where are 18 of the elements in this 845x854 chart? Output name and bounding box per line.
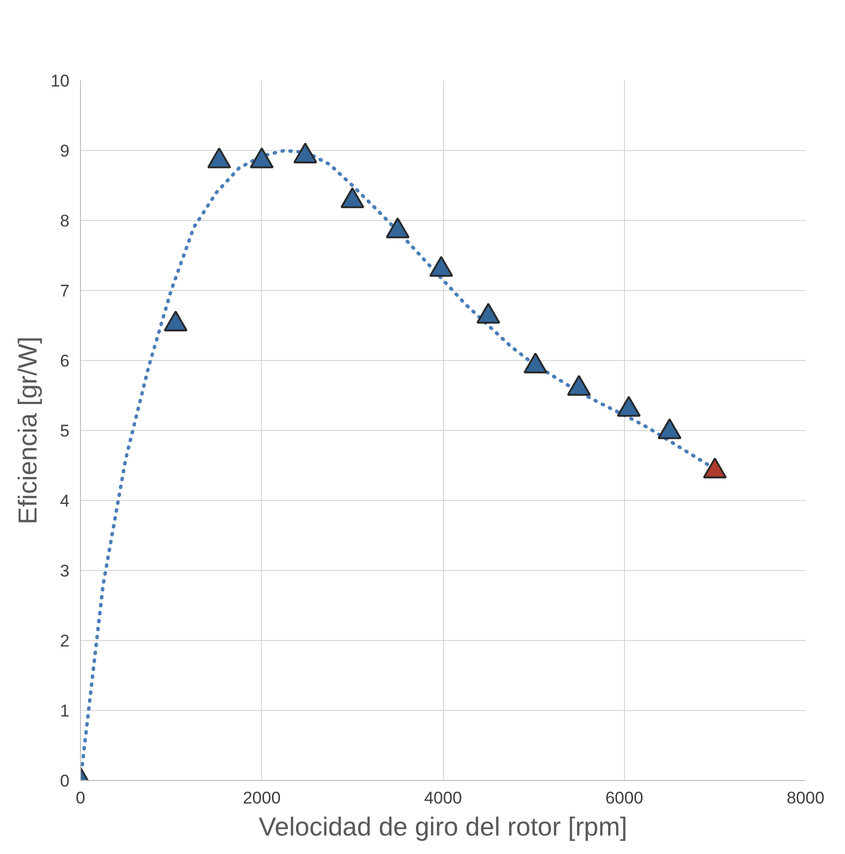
x-tick-label: 8000	[786, 788, 824, 808]
x-tick-label: 0	[76, 788, 86, 808]
y-tick-label: 10	[50, 72, 70, 90]
x-axis-title: Velocidad de giro del rotor [rpm]	[258, 812, 628, 842]
y-tick-label: 7	[60, 282, 70, 300]
y-tick-label: 4	[60, 492, 70, 510]
x-tick-label: 4000	[424, 788, 462, 808]
y-axis-title: Eficiencia [gr/W]	[12, 336, 43, 524]
y-tick-label: 9	[60, 142, 70, 160]
y-tick-label: 1	[60, 702, 70, 720]
y-tick-label: 0	[60, 772, 70, 790]
y-tick-label: 5	[60, 422, 70, 440]
y-tick-label: 2	[60, 632, 70, 650]
y-tick-label: 8	[60, 212, 70, 230]
y-tick-label: 6	[60, 352, 70, 370]
y-tick-label: 3	[60, 562, 70, 580]
x-tick-label: 2000	[242, 788, 281, 808]
x-tick-label: 6000	[605, 788, 644, 808]
